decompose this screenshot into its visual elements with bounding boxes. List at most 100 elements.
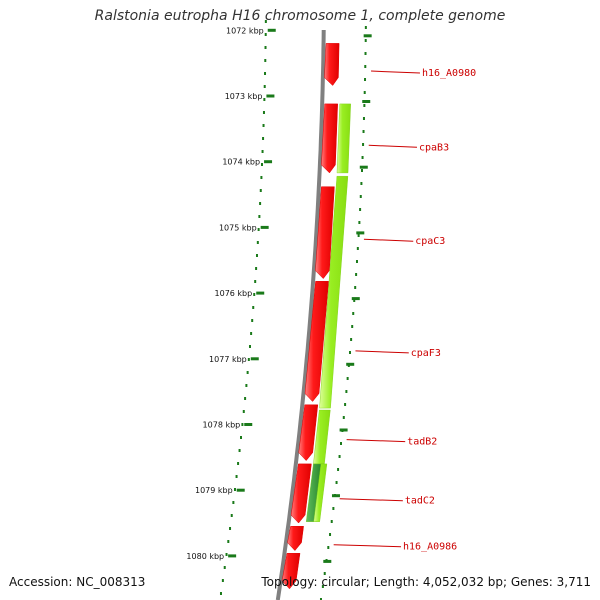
ruler-dot — [327, 546, 330, 549]
ruler-dot — [353, 299, 356, 302]
forward-gene-arrow — [281, 553, 301, 590]
tick-mark — [236, 488, 245, 492]
ruler-dot — [263, 85, 266, 88]
ruler-dot — [238, 449, 241, 452]
ruler-dot — [241, 423, 244, 426]
ruler-dot — [351, 325, 354, 328]
ruler-dot — [256, 241, 259, 244]
ruler-dot — [321, 585, 324, 588]
ruler-dot — [235, 475, 238, 478]
reverse-gene-block — [319, 175, 349, 409]
ruler-dot — [338, 455, 341, 458]
tick-label: 1079 kbp — [195, 486, 233, 495]
gene-leader-line — [368, 144, 418, 148]
ruler-dot — [346, 377, 349, 380]
ruler-dot — [358, 221, 361, 224]
ruler-dot — [332, 507, 335, 510]
gene-label: cpaC3 — [415, 236, 445, 247]
outer-tick-mark — [359, 165, 368, 169]
reverse-gene-block — [336, 103, 351, 174]
ruler-dot — [340, 442, 343, 445]
gene-track — [281, 43, 351, 590]
gene-leader-line — [371, 70, 420, 74]
forward-gene-arrow — [298, 404, 319, 461]
ruler-dot — [356, 247, 359, 250]
tick-label: 1077 kbp — [209, 355, 247, 364]
ruler-dot — [344, 403, 347, 406]
ruler-ticks: 1072 kbp 1073 kbp 1074 kbp 1075 kbp 1076 kbp… — [186, 26, 372, 563]
gene-label: cpaB3 — [419, 142, 449, 153]
outer-tick-mark — [351, 297, 360, 301]
accession-text: Accession: NC_008313 — [9, 575, 146, 589]
ruler-dot — [262, 137, 265, 140]
ruler-dot — [362, 117, 365, 120]
tick-label: 1072 kbp — [226, 26, 264, 35]
outer-tick-mark — [331, 494, 340, 498]
ruler-dot — [359, 208, 362, 211]
ruler-dot — [345, 390, 348, 393]
ruler-dot — [255, 267, 258, 270]
ruler-dot — [262, 124, 265, 127]
ruler-dot — [330, 520, 333, 523]
forward-gene-arrow — [290, 463, 312, 524]
ruler-dot — [246, 371, 249, 374]
ruler-dot — [361, 156, 364, 159]
ruler-dot — [225, 553, 228, 556]
tick-label: 1078 kbp — [203, 421, 241, 430]
ruler-dot — [362, 143, 365, 146]
ruler-dot — [258, 215, 261, 218]
ruler-dot — [329, 533, 332, 536]
tick-label: 1076 kbp — [215, 289, 253, 298]
ruler-dot — [264, 72, 267, 75]
gene-leader-line — [363, 238, 414, 242]
tick-mark — [264, 160, 273, 164]
ruler-dot — [352, 312, 355, 315]
ruler-dot — [337, 468, 340, 471]
ruler-dot — [359, 195, 362, 198]
reverse-gene-block — [313, 463, 328, 522]
ruler-dot — [364, 65, 367, 68]
ruler-dot — [260, 176, 263, 179]
gene-leader-line — [355, 350, 409, 354]
gene-label: h16_A0986 — [403, 542, 457, 553]
outer-tick-mark — [356, 231, 365, 235]
ruler-dot — [363, 104, 366, 107]
map-title: Ralstonia eutropha H16 chromosome 1, com… — [94, 8, 506, 24]
tick-mark — [267, 28, 276, 32]
ruler-dot — [244, 397, 247, 400]
ruler-dot — [261, 150, 264, 153]
tick-mark — [228, 554, 237, 558]
forward-gene-arrow — [321, 103, 338, 174]
ruler-dot — [230, 514, 233, 517]
ruler-dot — [250, 332, 253, 335]
ruler-dot — [362, 130, 365, 133]
ruler-dot — [264, 46, 267, 49]
ruler-dot — [254, 280, 257, 283]
ruler-dot — [350, 338, 353, 341]
tick-mark — [266, 94, 275, 98]
tick-mark — [256, 291, 265, 295]
ruler-dot — [252, 306, 255, 309]
ruler-dot — [251, 319, 254, 322]
ruler-dot — [237, 462, 240, 465]
ruler-dot — [323, 572, 326, 575]
ruler-dot — [348, 351, 351, 354]
ruler-dot — [257, 228, 260, 231]
ruler-dot — [263, 98, 266, 101]
ruler-dot — [262, 111, 265, 114]
outer-tick-mark — [363, 34, 372, 38]
ruler-dot — [342, 416, 345, 419]
ruler-dot — [319, 598, 322, 600]
ruler-dot — [233, 488, 236, 491]
gene-label: tadB2 — [407, 437, 437, 448]
tick-mark — [244, 423, 253, 426]
outer-tick-mark — [362, 100, 371, 103]
tick-label: 1074 kbp — [222, 158, 260, 167]
ruler-dot — [255, 254, 258, 257]
gene-label: cpaF3 — [411, 348, 441, 359]
ruler-dot — [240, 436, 243, 439]
forward-gene-arrow — [304, 281, 329, 402]
ruler-dot — [364, 52, 367, 55]
ruler-dot — [221, 579, 224, 582]
